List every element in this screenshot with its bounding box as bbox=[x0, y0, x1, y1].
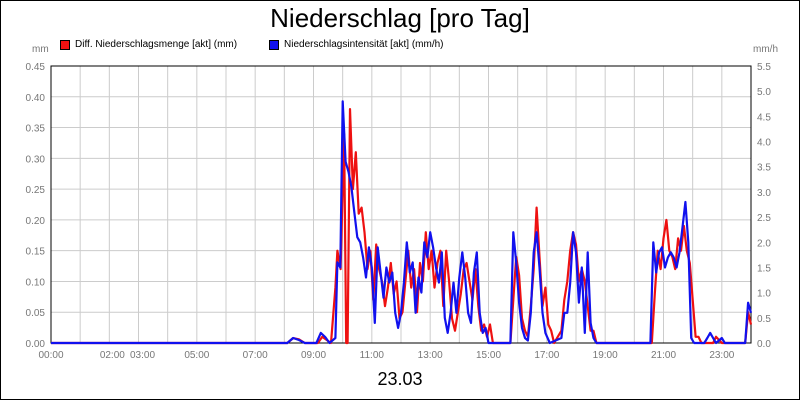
series-lines bbox=[51, 100, 753, 345]
y-right-tick-label: 4.0 bbox=[757, 138, 771, 149]
y-right-tick-label: 4.5 bbox=[757, 112, 771, 123]
chart-title: Niederschlag [pro Tag] bbox=[270, 3, 530, 33]
y-right-tick-label: 2.0 bbox=[757, 238, 771, 249]
y-right-tick-label: 1.5 bbox=[757, 263, 771, 274]
y-left-tick-label: 0.45 bbox=[26, 62, 46, 73]
y-left-tick-label: 0.05 bbox=[26, 308, 46, 319]
x-tick-label: 05:00 bbox=[184, 350, 209, 361]
legend-item-niederschlagsintensitaet: Niederschlagsintensität [akt] (mm/h) bbox=[269, 39, 444, 50]
y-left-tick-label: 0.30 bbox=[26, 154, 46, 165]
plot-area bbox=[50, 65, 752, 344]
x-tick-label: 09:00 bbox=[301, 350, 326, 361]
y-left-tick-label: 0.10 bbox=[26, 277, 46, 288]
legend-label-niederschlagsmenge: Diff. Niederschlagsmenge [akt] (mm) bbox=[75, 39, 238, 50]
y-right-tick-label: 5.0 bbox=[757, 87, 771, 98]
y-right-tick-label: 0.5 bbox=[757, 314, 771, 325]
x-tick-label: 07:00 bbox=[243, 350, 268, 361]
x-tick-label: 17:00 bbox=[534, 350, 559, 361]
y-right-tick-label: 5.5 bbox=[757, 62, 771, 73]
x-tick-label: 03:00 bbox=[130, 350, 155, 361]
y-left-tick-label: 0.20 bbox=[26, 216, 46, 227]
y-left-tick-label: 0.25 bbox=[26, 185, 46, 196]
legend-label-niederschlagsintensitaet: Niederschlagsintensität [akt] (mm/h) bbox=[284, 39, 444, 50]
x-tick-label: 23:00 bbox=[709, 350, 734, 361]
y-right-tick-label: 0.0 bbox=[757, 339, 771, 350]
x-tick-label: 21:00 bbox=[651, 350, 676, 361]
series-line-niederschlagsintensitaet bbox=[51, 100, 753, 345]
y-right-tick-label: 3.5 bbox=[757, 163, 771, 174]
date-label: 23.03 bbox=[377, 369, 423, 389]
x-tick-label: 11:00 bbox=[360, 350, 385, 361]
y-left-tick-label: 0.15 bbox=[26, 247, 46, 258]
left-axis-unit: mm bbox=[32, 44, 49, 55]
y-left-tick-label: 0.35 bbox=[26, 124, 46, 135]
y-right-tick-label: 1.0 bbox=[757, 289, 771, 300]
x-tick-label: 19:00 bbox=[593, 350, 618, 361]
x-tick-label: 02:00 bbox=[100, 350, 125, 361]
x-tick-label: 15:00 bbox=[476, 350, 501, 361]
y-right-tick-label: 2.5 bbox=[757, 213, 771, 224]
x-tick-label: 00:00 bbox=[38, 350, 63, 361]
axis-ticks: 0.00 0.05 0.10 0.15 0.20 0.25 0.30 0.35 0.40 0.45… bbox=[26, 62, 772, 361]
y-left-tick-label: 0.40 bbox=[26, 93, 46, 104]
legend-swatch-blue bbox=[269, 39, 279, 50]
x-tick-label: 13:00 bbox=[418, 350, 443, 361]
legend-swatch-red bbox=[60, 39, 70, 50]
right-axis-unit: mm/h bbox=[753, 44, 778, 55]
y-left-tick-label: 0.00 bbox=[26, 339, 46, 350]
y-right-tick-label: 3.0 bbox=[757, 188, 771, 199]
legend-item-niederschlagsmenge: Diff. Niederschlagsmenge [akt] (mm) bbox=[60, 39, 237, 50]
